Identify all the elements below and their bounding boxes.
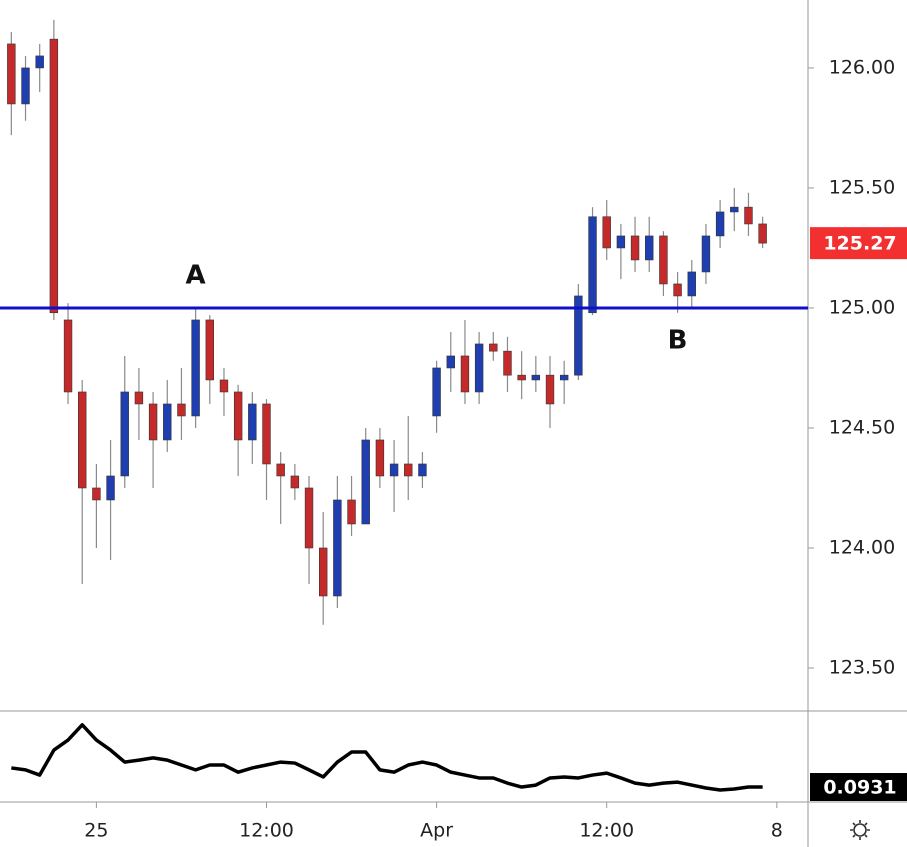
candle-body bbox=[333, 499, 342, 597]
candle-body bbox=[7, 43, 16, 105]
x-tick-label: Apr bbox=[420, 820, 453, 842]
candle-body bbox=[106, 475, 115, 501]
candle-body bbox=[404, 463, 413, 477]
candle-body bbox=[63, 319, 73, 393]
candle-body bbox=[248, 403, 257, 441]
candle-body bbox=[49, 38, 59, 314]
candle-body bbox=[559, 374, 569, 381]
y-tick-label: 124.50 bbox=[829, 416, 895, 438]
candle-body bbox=[191, 319, 200, 417]
last-price-tag bbox=[810, 227, 907, 260]
candle-body bbox=[219, 379, 229, 393]
candle-body bbox=[460, 355, 470, 393]
candle-body bbox=[205, 319, 214, 381]
settings-spokes bbox=[850, 820, 870, 840]
candle-body bbox=[304, 487, 314, 549]
candle-body bbox=[262, 403, 271, 465]
y-tick-label: 123.50 bbox=[829, 656, 895, 678]
candle-body bbox=[233, 391, 243, 441]
candle-body bbox=[319, 547, 328, 597]
candle-body bbox=[715, 211, 725, 237]
candle-body bbox=[361, 439, 370, 525]
candle-body bbox=[588, 216, 597, 314]
candle-body bbox=[616, 235, 626, 249]
candle-body bbox=[120, 391, 129, 477]
y-tick-label: 126.00 bbox=[829, 56, 895, 78]
x-tick-label: 12:00 bbox=[579, 820, 634, 842]
settings-icon[interactable] bbox=[850, 820, 870, 840]
candle-body bbox=[347, 499, 356, 525]
candle-body bbox=[489, 343, 498, 352]
candle-body bbox=[730, 206, 739, 213]
candle-body bbox=[446, 355, 455, 369]
last-price-label: 125.27 bbox=[823, 233, 896, 255]
candle-body bbox=[78, 391, 87, 489]
indicator-value-label: 0.0931 bbox=[823, 777, 896, 799]
candle-body bbox=[163, 403, 172, 441]
candle-body bbox=[659, 235, 668, 285]
candle-body bbox=[531, 374, 541, 381]
candle-body bbox=[474, 343, 484, 393]
candle-body bbox=[503, 350, 512, 376]
candle-body bbox=[290, 475, 300, 489]
candle-body bbox=[545, 374, 555, 405]
candle-body bbox=[375, 439, 385, 477]
x-tick-label: 12:00 bbox=[239, 820, 294, 842]
x-tick-label: 25 bbox=[84, 820, 108, 842]
candle-body bbox=[177, 403, 186, 417]
candle-body bbox=[602, 216, 611, 249]
candle-body bbox=[418, 463, 427, 477]
candle-body bbox=[134, 391, 144, 405]
indicator-value-tag bbox=[810, 773, 907, 802]
y-tick-label: 125.50 bbox=[829, 176, 895, 198]
annotation: A bbox=[186, 260, 206, 290]
candle-body bbox=[21, 67, 30, 105]
y-tick-label: 124.00 bbox=[829, 536, 895, 558]
candle-body bbox=[432, 367, 441, 417]
candle-body bbox=[630, 235, 640, 261]
candle-body bbox=[687, 271, 696, 297]
candle-body bbox=[645, 235, 654, 261]
candle-body bbox=[758, 223, 767, 244]
candle-body bbox=[389, 463, 399, 477]
candle-body bbox=[673, 283, 682, 297]
candle-body bbox=[744, 206, 753, 225]
candle-body bbox=[148, 403, 158, 441]
x-tick-label: 8 bbox=[771, 820, 783, 842]
y-tick-label: 125.00 bbox=[829, 296, 895, 318]
settings-ring bbox=[853, 823, 867, 837]
candle-body bbox=[574, 295, 583, 376]
candle-body bbox=[276, 463, 285, 477]
annotation: B bbox=[668, 325, 688, 355]
indicator-line bbox=[11, 723, 763, 792]
candle-body bbox=[92, 487, 101, 501]
candle-body bbox=[701, 235, 711, 273]
candle-body bbox=[35, 55, 44, 69]
candle-body bbox=[517, 374, 526, 381]
